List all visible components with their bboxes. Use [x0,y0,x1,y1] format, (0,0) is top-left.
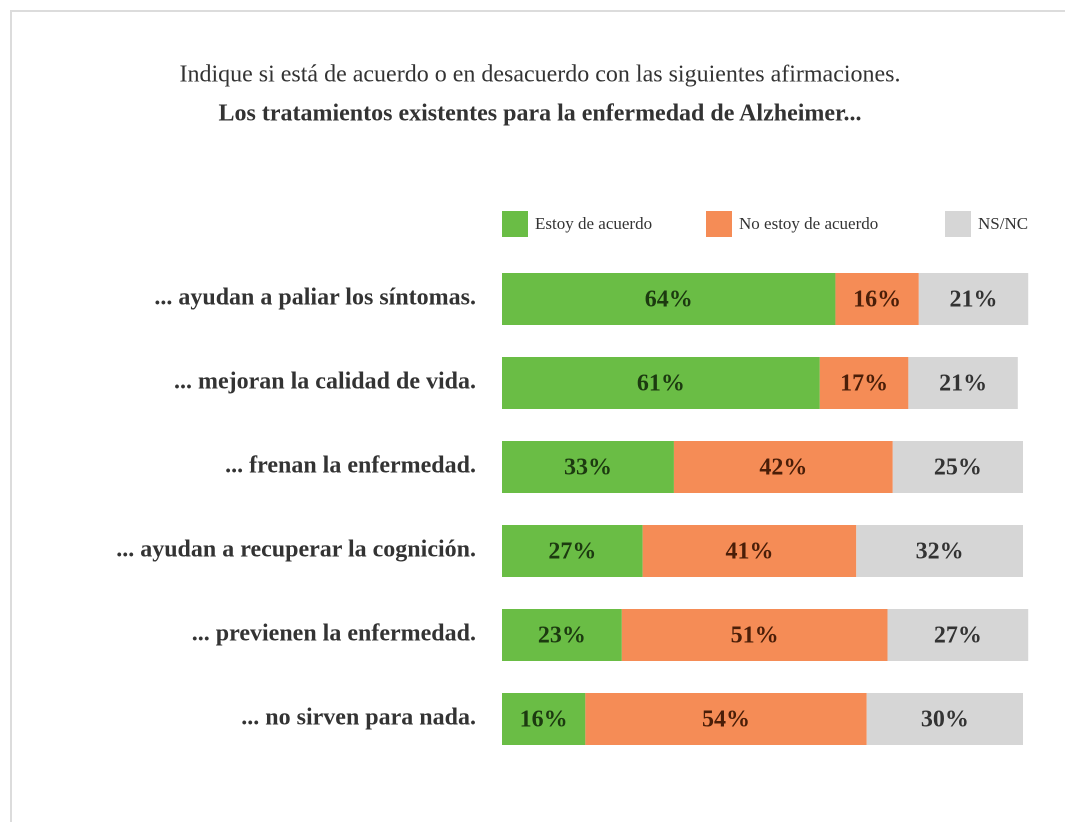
frame [10,10,1065,822]
bar-segment [502,441,674,493]
bar-segment [908,357,1018,409]
data-label: 25% [934,455,982,481]
category-label: ... frenan la enfermedad. [225,453,476,479]
bar-segment [502,273,836,325]
bar-segment [585,693,867,745]
category-label: ... no sirven para nada. [241,705,476,731]
bar-segment [819,357,909,409]
bar-segment [502,357,820,409]
bar-segment [502,525,643,577]
legend-swatch [945,211,971,237]
bar-segment [673,441,893,493]
category-label: ... ayudan a paliar los síntomas. [154,285,476,311]
data-label: 30% [921,707,969,733]
data-label: 27% [548,539,596,565]
data-label: 27% [934,623,982,649]
legend-label: Estoy de acuerdo [535,214,652,233]
chart-title: Indique si está de acuerdo o en desacuer… [179,62,900,88]
bar-segment [642,525,857,577]
bar-segment [887,609,1029,661]
bar-segment [892,441,1023,493]
data-label: 16% [520,707,568,733]
data-label: 33% [564,455,612,481]
data-label: 23% [538,623,586,649]
data-label: 64% [645,287,693,313]
legend-swatch [502,211,528,237]
legend-swatch [706,211,732,237]
category-label: ... previenen la enfermedad. [192,621,476,647]
data-label: 61% [637,371,685,397]
bar-segment [621,609,888,661]
data-label: 21% [939,371,987,397]
data-label: 16% [853,287,901,313]
data-label: 21% [950,287,998,313]
chart-subtitle: Los tratamientos existentes para la enfe… [218,101,861,127]
bar-segment [866,693,1023,745]
legend-label: No estoy de acuerdo [739,214,878,233]
bar-segment [918,273,1029,325]
data-label: 41% [725,539,773,565]
legend-label: NS/NC [978,214,1028,233]
data-label: 42% [759,455,807,481]
data-label: 32% [916,539,964,565]
category-label: ... ayudan a recuperar la cognición. [116,537,476,563]
bar-segment [502,609,622,661]
bar-segment [835,273,919,325]
data-label: 17% [840,371,888,397]
bar-segment [502,693,586,745]
category-label: ... mejoran la calidad de vida. [174,369,476,395]
bar-segment [856,525,1023,577]
data-label: 51% [731,623,779,649]
data-label: 54% [702,707,750,733]
